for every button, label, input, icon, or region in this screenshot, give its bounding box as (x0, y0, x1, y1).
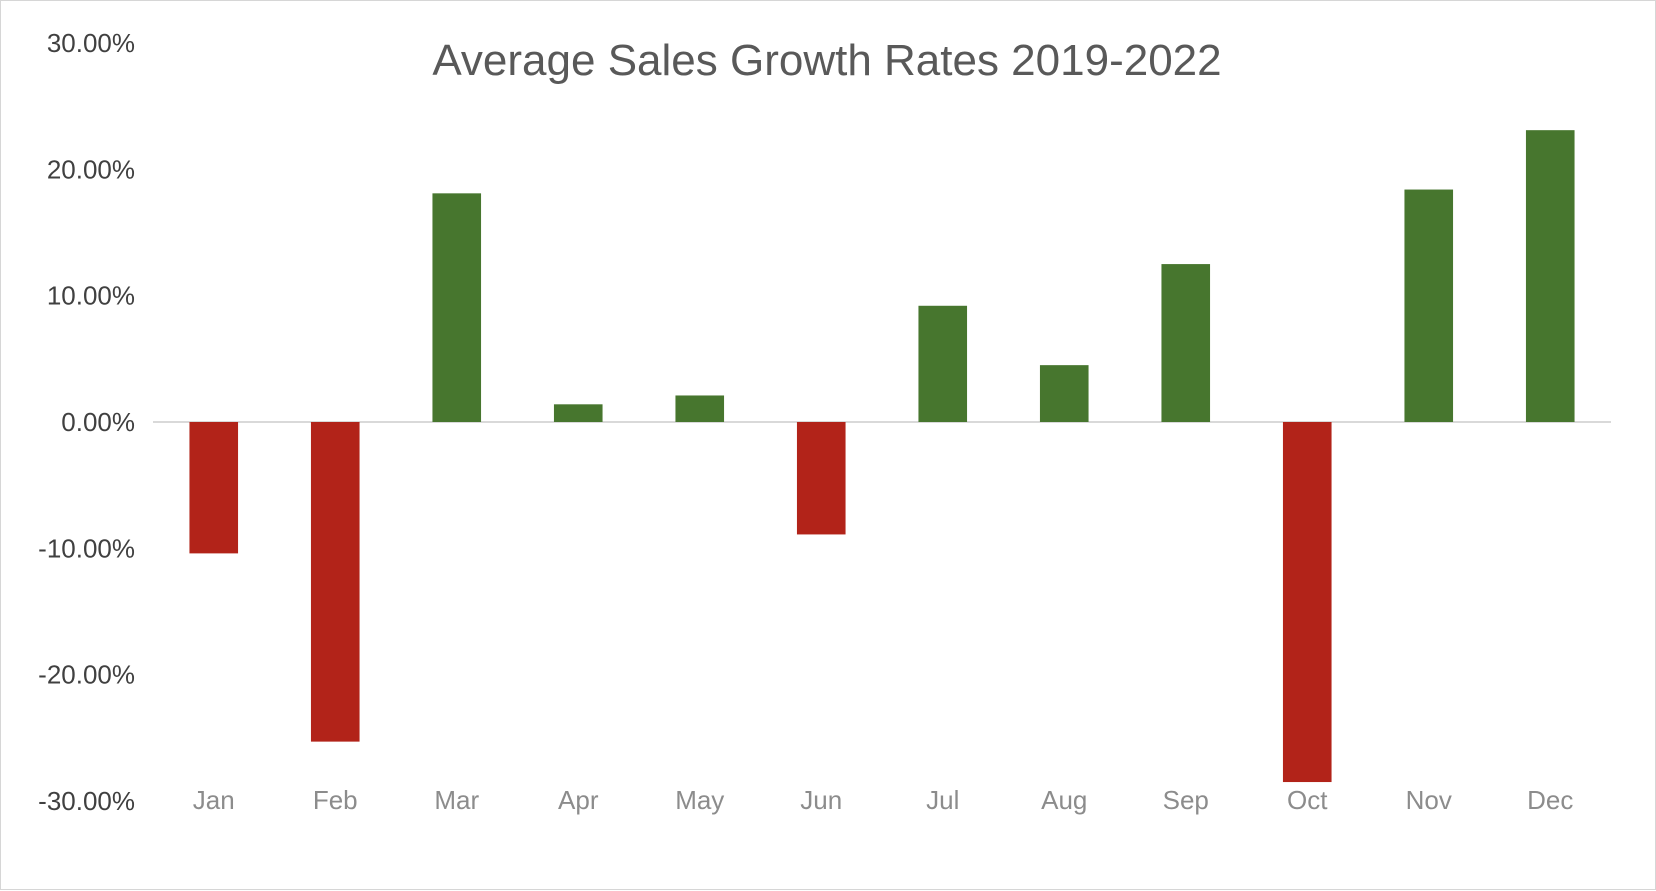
bar-mar (432, 193, 482, 422)
bar-oct (1282, 422, 1332, 783)
bar-sep (1161, 264, 1211, 422)
bar-jun (796, 422, 846, 535)
y-tick-label: -30.00% (38, 786, 135, 816)
x-tick-label: Aug (1041, 785, 1087, 815)
x-tick-label: Jun (800, 785, 842, 815)
bar-jul (918, 305, 968, 422)
x-axis-ticks: Jan Feb Mar Apr May Jun Jul Aug Sep Oct Nov Dec (193, 785, 1574, 815)
x-tick-label: Apr (558, 785, 599, 815)
y-tick-label: 30.00% (47, 28, 135, 58)
x-tick-label: Jul (926, 785, 959, 815)
chart-title: Average Sales Growth Rates 2019-2022 (432, 36, 1221, 85)
bar-nov (1404, 189, 1454, 422)
x-tick-label: Mar (434, 785, 479, 815)
bar-jan (189, 422, 239, 554)
x-tick-label: Oct (1287, 785, 1328, 815)
y-axis-ticks: 30.00% 20.00% 10.00% 0.00% -10.00% -20.00% -30… (38, 28, 135, 816)
x-tick-label: Dec (1527, 785, 1573, 815)
bar-dec (1525, 130, 1575, 423)
bar-may (675, 395, 725, 422)
bar-feb (310, 422, 360, 742)
y-tick-label: -20.00% (38, 660, 135, 690)
y-tick-label: 20.00% (47, 154, 135, 184)
y-tick-label: -10.00% (38, 533, 135, 563)
bars (189, 130, 1575, 783)
x-tick-label: Feb (313, 785, 358, 815)
x-tick-label: Jan (193, 785, 235, 815)
bar-apr (553, 404, 603, 422)
x-tick-label: Nov (1406, 785, 1452, 815)
bar-aug (1039, 365, 1089, 422)
y-tick-label: 10.00% (47, 281, 135, 311)
y-tick-label: 0.00% (61, 407, 135, 437)
x-tick-label: May (675, 785, 724, 815)
x-tick-label: Sep (1163, 785, 1209, 815)
